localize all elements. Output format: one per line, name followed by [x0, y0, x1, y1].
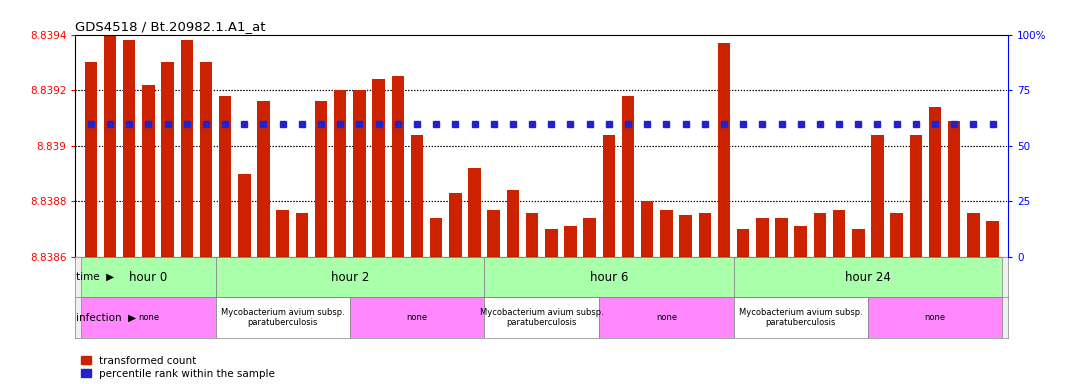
- Bar: [910, 135, 922, 257]
- Bar: [733, 298, 868, 338]
- Bar: [276, 210, 289, 257]
- Bar: [603, 135, 616, 257]
- Bar: [81, 257, 216, 298]
- Bar: [219, 96, 232, 257]
- Bar: [507, 190, 520, 257]
- Bar: [718, 43, 730, 257]
- Bar: [660, 210, 673, 257]
- Legend: transformed count, percentile rank within the sample: transformed count, percentile rank withi…: [81, 356, 275, 379]
- Bar: [852, 229, 865, 257]
- Bar: [484, 298, 599, 338]
- Text: hour 24: hour 24: [845, 271, 890, 284]
- Text: time  ▶: time ▶: [75, 272, 114, 282]
- Bar: [986, 221, 999, 257]
- Text: Mycobacterium avium subsp.
paratuberculosis: Mycobacterium avium subsp. paratuberculo…: [480, 308, 604, 328]
- Bar: [948, 121, 960, 257]
- Bar: [258, 101, 270, 257]
- Text: infection  ▶: infection ▶: [75, 313, 136, 323]
- Bar: [833, 210, 845, 257]
- Bar: [890, 212, 903, 257]
- Text: hour 0: hour 0: [129, 271, 167, 284]
- Bar: [699, 212, 711, 257]
- Bar: [372, 79, 385, 257]
- Bar: [526, 212, 538, 257]
- Text: Mycobacterium avium subsp.
paratuberculosis: Mycobacterium avium subsp. paratuberculo…: [738, 308, 862, 328]
- Bar: [238, 174, 250, 257]
- Bar: [545, 229, 557, 257]
- Bar: [295, 212, 308, 257]
- Bar: [350, 298, 484, 338]
- Bar: [756, 218, 769, 257]
- Bar: [929, 107, 941, 257]
- Bar: [737, 229, 749, 257]
- Bar: [84, 62, 97, 257]
- Text: none: none: [655, 313, 677, 322]
- Bar: [468, 168, 481, 257]
- Text: Mycobacterium avium subsp.
paratuberculosis: Mycobacterium avium subsp. paratuberculo…: [221, 308, 345, 328]
- Bar: [391, 76, 404, 257]
- Bar: [868, 298, 1003, 338]
- Bar: [199, 62, 212, 257]
- Bar: [814, 212, 826, 257]
- Bar: [679, 215, 692, 257]
- Bar: [354, 90, 365, 257]
- Bar: [162, 62, 174, 257]
- Bar: [81, 298, 216, 338]
- Bar: [103, 35, 116, 257]
- Bar: [733, 257, 1003, 298]
- Bar: [450, 193, 461, 257]
- Text: none: none: [925, 313, 945, 322]
- Bar: [967, 212, 980, 257]
- Bar: [487, 210, 500, 257]
- Bar: [564, 227, 577, 257]
- Text: hour 2: hour 2: [331, 271, 369, 284]
- Text: hour 6: hour 6: [590, 271, 628, 284]
- Bar: [315, 101, 328, 257]
- Bar: [216, 298, 350, 338]
- Bar: [430, 218, 442, 257]
- Bar: [484, 257, 733, 298]
- Text: none: none: [138, 313, 158, 322]
- Bar: [334, 90, 346, 257]
- Bar: [123, 40, 136, 257]
- Text: GDS4518 / Bt.20982.1.A1_at: GDS4518 / Bt.20982.1.A1_at: [75, 20, 266, 33]
- Text: none: none: [406, 313, 428, 322]
- Bar: [180, 40, 193, 257]
- Bar: [411, 135, 424, 257]
- Bar: [794, 227, 807, 257]
- Bar: [871, 135, 884, 257]
- Bar: [622, 96, 634, 257]
- Bar: [583, 218, 596, 257]
- Bar: [641, 201, 653, 257]
- Bar: [216, 257, 484, 298]
- Bar: [775, 218, 788, 257]
- Bar: [599, 298, 733, 338]
- Bar: [142, 84, 154, 257]
